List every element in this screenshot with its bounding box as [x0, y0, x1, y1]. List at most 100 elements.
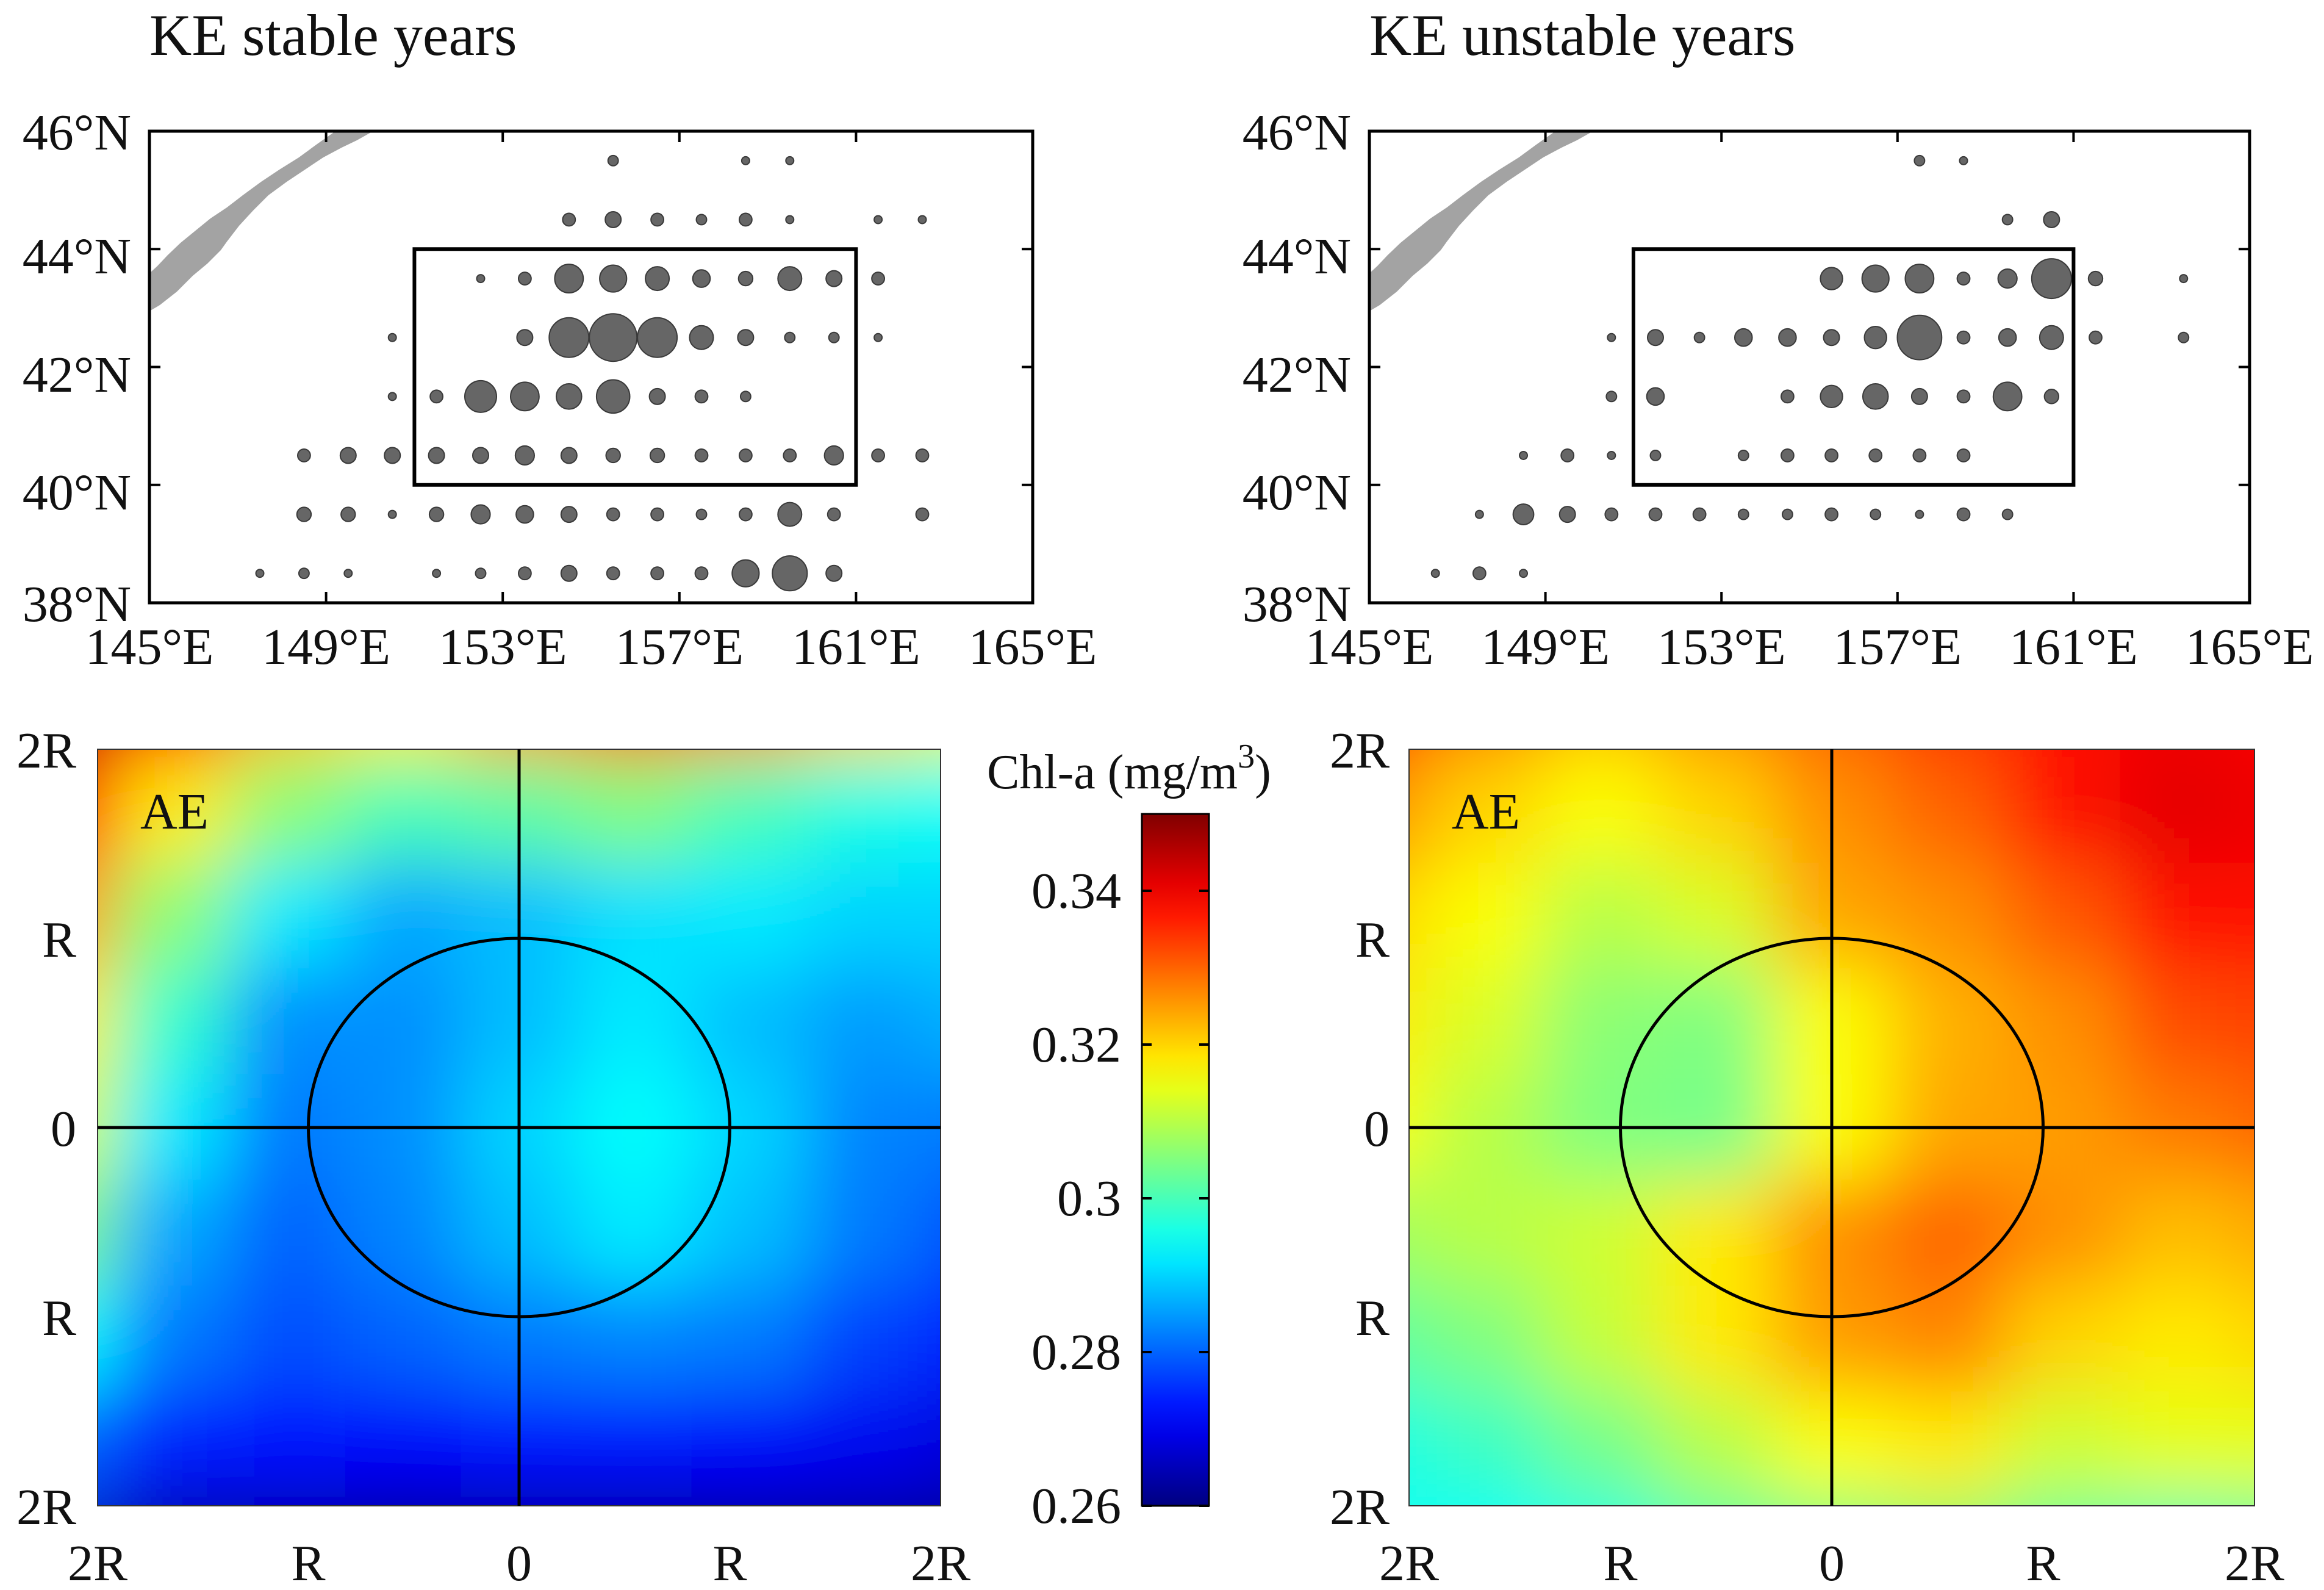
scatter-point	[731, 559, 760, 588]
heatmap-cell	[1426, 862, 1544, 969]
tick-label: 44°N	[23, 228, 131, 285]
tick-label: 149°E	[1481, 619, 1610, 675]
scatter-point	[1904, 264, 1935, 293]
tick-label: R	[712, 1535, 747, 1590]
heatmap-cell	[1657, 862, 1775, 969]
scatter-point	[605, 447, 621, 464]
heatmap-cell	[2236, 1497, 2254, 1506]
heatmap-cell	[1888, 1391, 2006, 1498]
heatmap-cell	[2236, 968, 2254, 1076]
scatter-point	[650, 507, 664, 522]
tick-label: 0	[1819, 1535, 1845, 1590]
scatter-point	[739, 212, 753, 227]
tick-label: 165°E	[969, 619, 1097, 675]
scatter-point	[560, 564, 578, 582]
scatter-point	[1646, 387, 1665, 406]
heatmap-cell	[691, 862, 808, 969]
heatmap-cell	[1426, 1497, 1544, 1506]
scatter-point	[1820, 384, 1843, 409]
tick-marks	[1368, 130, 2251, 604]
scatter-point	[1519, 569, 1529, 578]
eddy-type-label: AE	[140, 783, 209, 840]
tick-label: 2R	[1330, 1479, 1390, 1536]
heatmap-cell	[1657, 749, 1775, 758]
heatmap-cell	[98, 1286, 117, 1393]
heatmap-cell	[2236, 1179, 2254, 1287]
scatter-point	[298, 567, 310, 580]
land-coast	[149, 131, 390, 311]
scatter-point	[554, 264, 584, 293]
scatter-point	[917, 215, 927, 225]
heatmap-cell	[806, 1179, 924, 1287]
tick-label: 0	[506, 1535, 532, 1590]
scatter-point	[514, 445, 536, 466]
y-ticks: 2R R 0 R 2R	[1330, 722, 1390, 1536]
scatter-point	[1472, 566, 1487, 581]
scatter-point	[1915, 509, 1924, 519]
scatter-point	[645, 266, 670, 292]
heatmap-cell	[2120, 757, 2237, 864]
scatter-point	[1430, 569, 1440, 578]
heatmap-cell	[1888, 968, 2006, 1076]
scatter-point	[1605, 390, 1618, 403]
tick-label: 153°E	[1657, 619, 1786, 675]
heatmap-cell	[1888, 1179, 2006, 1287]
scatter-point	[339, 447, 357, 464]
scatter-point	[1870, 508, 1882, 520]
scatter-point	[1781, 508, 1793, 520]
tick-label: R	[1355, 1290, 1390, 1347]
scatter-point	[464, 380, 497, 413]
scatter-point	[1604, 507, 1619, 522]
heatmap-cell	[691, 1497, 808, 1506]
tick-label: 42°N	[1243, 347, 1351, 403]
y-ticks: 38°N 40°N 42°N 44°N 46°N	[1243, 104, 1351, 633]
heatmap-cell	[1888, 757, 2006, 864]
tick-label: 2R	[16, 1479, 76, 1536]
heatmap-cell	[1888, 862, 2006, 969]
tick-label: 2R	[1330, 722, 1390, 779]
scatter-point	[510, 381, 540, 412]
heatmap-cell	[1426, 1286, 1544, 1393]
colorbar-tick-label: 0.32	[1031, 1016, 1121, 1073]
heatmap-cell	[230, 862, 347, 969]
scatter-point	[516, 329, 534, 347]
heatmap-cell	[1426, 757, 1544, 864]
heatmap-cell	[2120, 749, 2237, 758]
colorbar-bar	[1141, 813, 1210, 1507]
heatmap-cell	[922, 1286, 941, 1393]
scatter-point	[1956, 330, 1971, 345]
scatter-point	[548, 317, 590, 358]
heatmap-cell	[115, 968, 232, 1076]
scatter-point	[825, 270, 843, 287]
heatmap-cell	[806, 1497, 924, 1506]
scatter-point	[428, 506, 445, 522]
heatmap-cell	[345, 749, 462, 758]
scatter-point	[1863, 325, 1887, 350]
scatter-point	[650, 566, 664, 581]
heatmap-cell	[2004, 757, 2121, 864]
heatmap-cells	[98, 749, 941, 1506]
scatter-point	[428, 447, 445, 464]
scatter-point	[1868, 448, 1883, 462]
heatmap-cell	[2120, 1497, 2237, 1506]
heatmap-cell	[576, 1497, 693, 1506]
heatmap-cell	[1409, 749, 1428, 758]
map-panel-stable: KE stable years 145°E 149°E 153°E 157°E …	[23, 2, 1097, 675]
heatmap-cell	[806, 968, 924, 1076]
heatmap-cell	[691, 1286, 808, 1393]
heatmap-cell	[922, 757, 941, 864]
scatter-point	[1861, 264, 1890, 293]
tick-label: R	[42, 912, 76, 968]
heatmap-cell	[1409, 1179, 1428, 1287]
heatmap-cell	[1409, 862, 1428, 969]
scatter-point	[1781, 448, 1795, 462]
scatter-point	[560, 506, 578, 523]
tick-label: 2R	[1379, 1535, 1439, 1590]
heatmap-cell	[576, 1286, 693, 1393]
panel-title-stable: KE stable years	[149, 2, 517, 68]
heatmap-cell	[2120, 1179, 2237, 1287]
scatter-point	[1558, 506, 1576, 523]
heatmap-cell	[1426, 749, 1544, 758]
heatmap-cell	[1542, 749, 1659, 758]
y-ticks: 38°N 40°N 42°N 44°N 46°N	[23, 104, 131, 633]
